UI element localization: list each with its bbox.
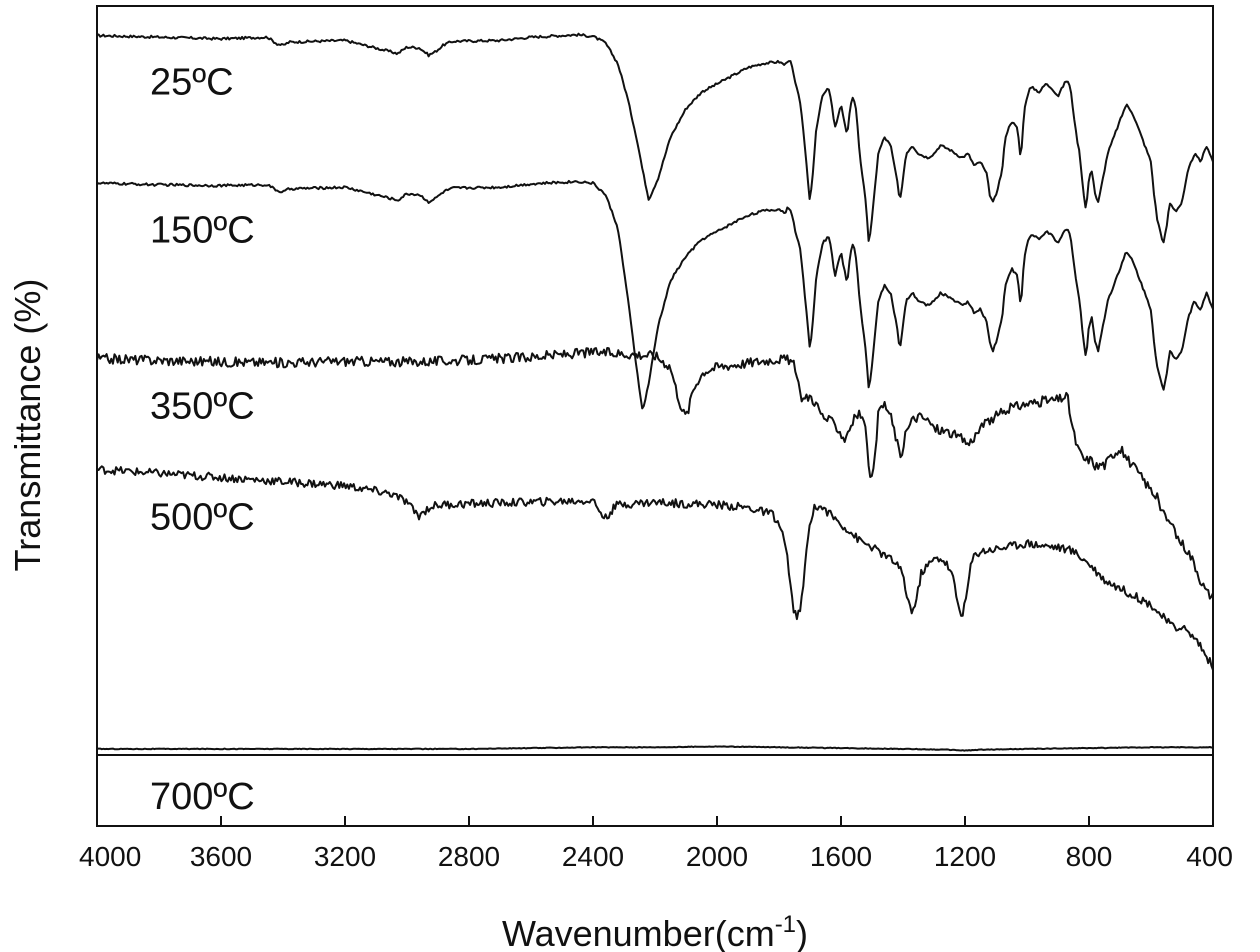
x-tick-label-4000: 4000 [79,841,141,872]
x-tick-label-800: 800 [1066,841,1113,872]
series-label-3: 500ºC [150,496,255,538]
x-tick-label-1600: 1600 [810,841,872,872]
series-label-2: 350ºC [150,386,255,428]
x-tick-label-2000: 2000 [686,841,748,872]
series-traces [96,32,1214,752]
series-line-2 [96,347,1214,600]
x-axis-title: Wavenumber(cm-1) [502,911,808,952]
x-tick-label-3600: 3600 [190,841,252,872]
x-tick-label-2800: 2800 [438,841,500,872]
plot-frame [96,5,1214,827]
x-axis-tick-labels: 4000 3600 3200 2800 2400 2000 1600 1200 800 400 [79,841,1233,872]
y-axis-title: Transmittance (%) [7,279,48,572]
x-axis-ticks [96,816,1214,826]
x-tick-label-1200: 1200 [934,841,996,872]
series-label-1: 150ºC [150,209,255,251]
series-line-1 [96,179,1214,410]
series-label-4: 700ºC [150,776,255,818]
series-label-0: 25ºC [150,62,234,104]
x-tick-label-2400: 2400 [562,841,624,872]
series-line-4 [96,745,1213,752]
x-tick-label-400: 400 [1186,841,1233,872]
series-line-0 [96,32,1214,244]
series-labels: 25ºC 150ºC 350ºC 500ºC 700ºC [150,62,255,818]
x-tick-label-3200: 3200 [314,841,376,872]
series-line-3 [96,465,1214,671]
